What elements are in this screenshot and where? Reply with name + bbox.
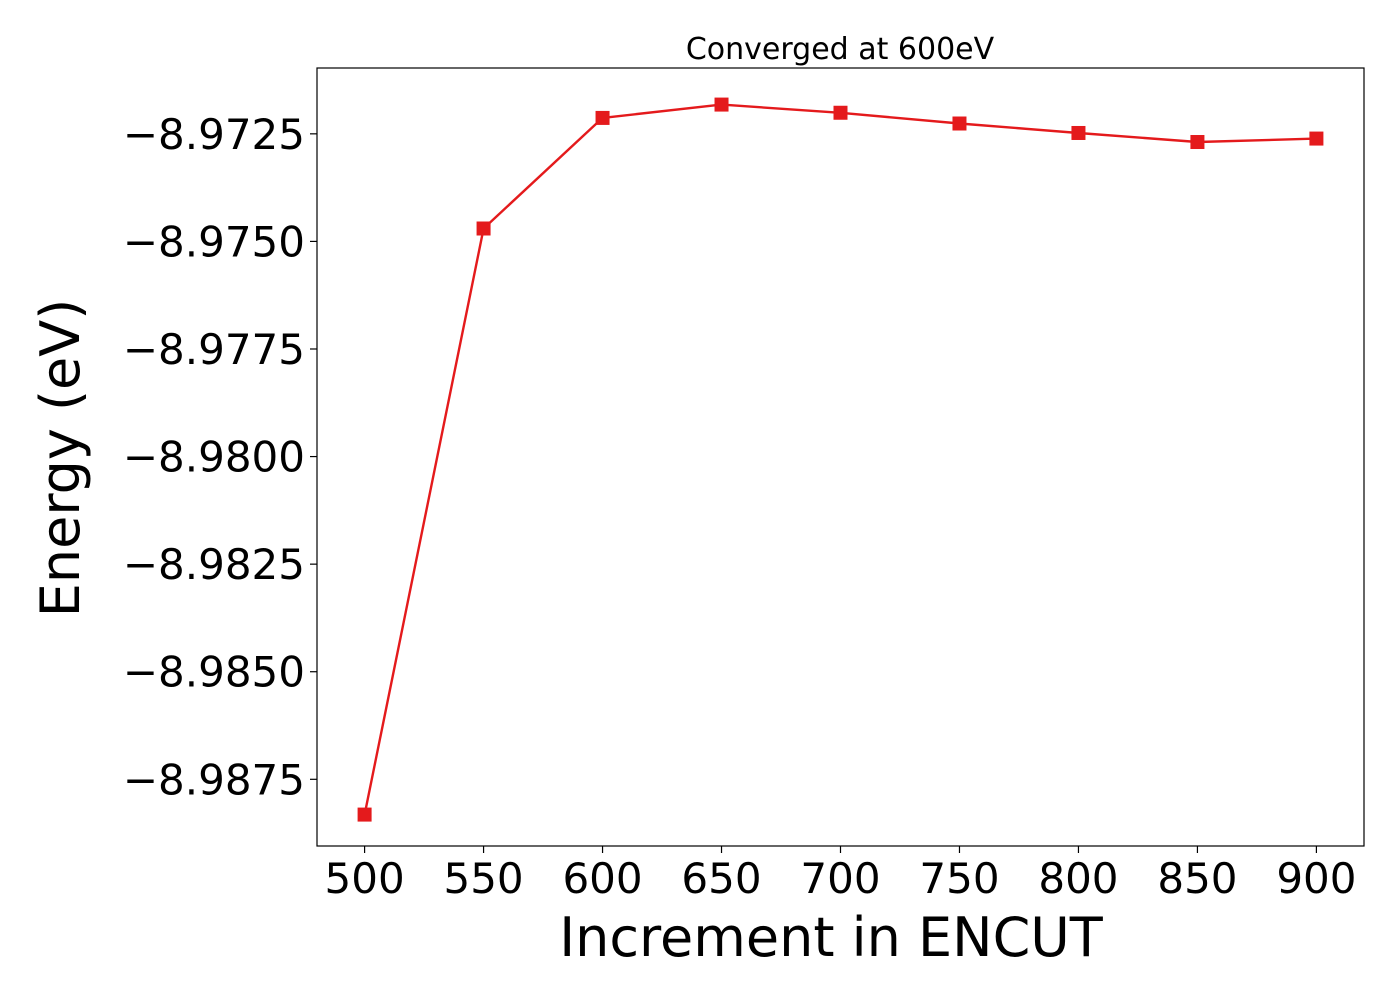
y-axis-ticks: −8.9725 −8.9750 −8.9775 −8.9800 −8.9825 −8.98… [123,110,317,804]
data-point-marker [595,110,610,125]
data-point-marker [714,97,729,112]
x-axis-ticks: 500 550 600 650 700 750 800 850 900 [325,846,1356,903]
x-tick-label: 550 [443,854,523,903]
x-tick-label: 600 [562,854,642,903]
data-point-marker [1190,135,1205,150]
data-point-marker [476,221,491,236]
chart-title: Converged at 600eV [686,32,995,67]
x-tick-label: 700 [800,854,880,903]
y-tick-label: −8.9850 [123,648,305,697]
y-tick-label: −8.9800 [123,433,305,482]
data-point-marker [357,807,372,822]
x-tick-label: 500 [325,854,405,903]
series-group [357,97,1324,822]
y-axis-label: Energy (eV) [29,299,92,618]
data-point-marker [1309,131,1324,146]
x-axis-label: Increment in ENCUT [559,906,1104,969]
x-tick-label: 850 [1157,854,1237,903]
data-point-marker [952,116,967,131]
y-tick-label: −8.9825 [123,540,305,589]
x-tick-label: 650 [681,854,761,903]
y-tick-label: −8.9875 [123,755,305,804]
x-tick-label: 900 [1276,854,1356,903]
x-tick-label: 750 [919,854,999,903]
y-tick-label: −8.9775 [123,325,305,374]
x-tick-label: 800 [1038,854,1118,903]
y-tick-label: −8.9750 [123,217,305,266]
data-point-marker [1071,125,1086,140]
data-point-marker [833,105,848,120]
y-tick-label: −8.9725 [123,110,305,159]
